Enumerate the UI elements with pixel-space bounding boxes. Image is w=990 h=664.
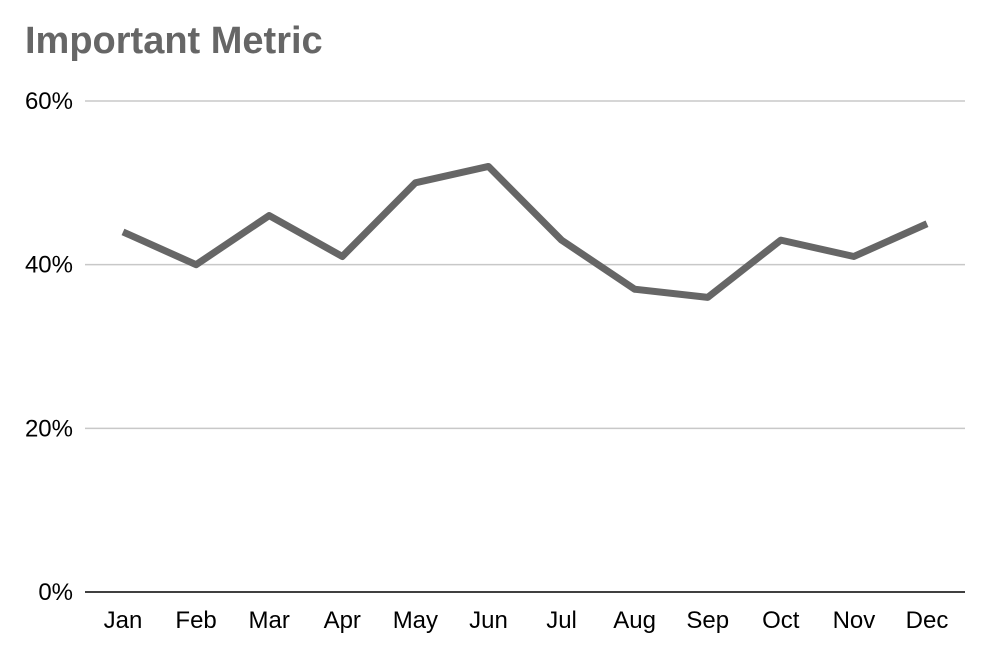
x-tick-label: Mar: [249, 607, 290, 634]
y-tick-label: 60%: [25, 88, 73, 115]
series-line: [121, 162, 929, 301]
y-axis-ticks: 0% 20% 40% 60%: [25, 88, 73, 606]
y-tick-label: 0%: [38, 579, 73, 606]
x-tick-label: Feb: [175, 607, 216, 634]
x-tick-label: Apr: [324, 607, 361, 634]
x-tick-label: Aug: [613, 607, 656, 634]
y-tick-label: 40%: [25, 252, 73, 279]
gridlines: [85, 100, 965, 430]
x-tick-label: Sep: [686, 607, 729, 634]
x-tick-label: Oct: [762, 607, 800, 634]
series: [121, 162, 929, 301]
x-tick-label: May: [393, 607, 438, 634]
x-tick-label: Jan: [104, 607, 143, 634]
x-tick-label: Dec: [906, 607, 949, 634]
y-tick-label: 20%: [25, 415, 73, 442]
chart-title: Important Metric: [25, 20, 323, 62]
x-tick-label: Jul: [546, 607, 577, 634]
x-axis-ticks: Jan Feb Mar Apr May Jun Jul Aug Sep Oct Nov Dec: [104, 607, 949, 634]
x-tick-label: Nov: [833, 607, 876, 634]
x-tick-label: Jun: [469, 607, 508, 634]
